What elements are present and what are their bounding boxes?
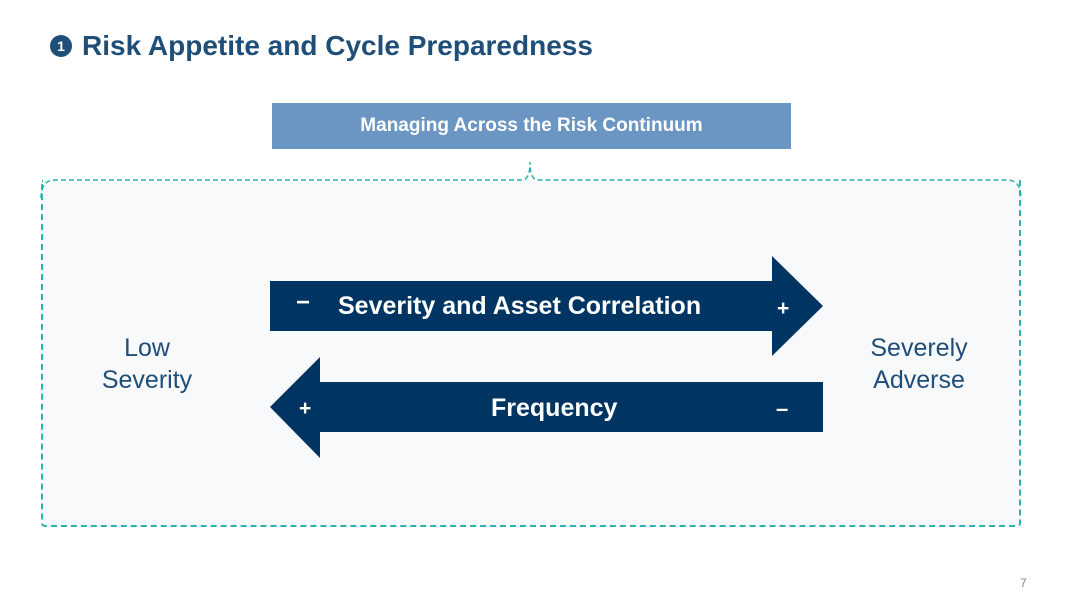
continuum-container xyxy=(41,180,1021,527)
top-arrow-right-sign: + xyxy=(777,297,790,320)
low-severity-label: Low Severity xyxy=(96,332,198,396)
page-title: Risk Appetite and Cycle Preparedness xyxy=(82,30,593,61)
top-arrow-label: Severity and Asset Correlation xyxy=(338,292,702,320)
severely-adverse-line2: Adverse xyxy=(873,366,965,394)
continuum-banner: Managing Across the Risk Continuum xyxy=(272,103,791,149)
bottom-arrow-label: Frequency xyxy=(491,394,618,422)
bottom-arrow-right-sign: – xyxy=(776,396,789,421)
low-severity-line2: Severity xyxy=(101,366,193,394)
title-row: 1 Risk Appetite and Cycle Preparedness xyxy=(50,30,593,62)
title-number-badge: 1 xyxy=(50,35,72,57)
bottom-arrow-left-sign: + xyxy=(299,397,312,420)
severely-adverse-label: Severely Adverse xyxy=(860,332,978,396)
top-arrow-left-sign: − xyxy=(296,289,311,316)
page-number: 7 xyxy=(1020,576,1027,590)
low-severity-line1: Low xyxy=(124,334,170,362)
top-arrow-shape xyxy=(270,256,823,356)
bottom-arrow-shape xyxy=(270,357,823,458)
severely-adverse-line1: Severely xyxy=(870,334,968,362)
